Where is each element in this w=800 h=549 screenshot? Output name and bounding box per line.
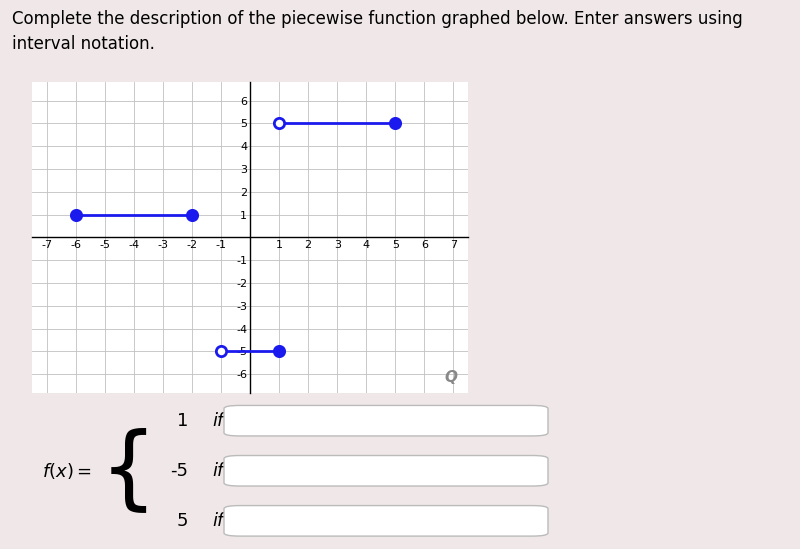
Text: Q: Q xyxy=(444,370,457,385)
Text: if: if xyxy=(212,462,223,480)
Point xyxy=(273,119,286,128)
Point xyxy=(389,119,402,128)
FancyBboxPatch shape xyxy=(224,456,548,486)
FancyBboxPatch shape xyxy=(224,506,548,536)
Text: $f(x) =$: $f(x) =$ xyxy=(42,461,92,481)
Text: -5: -5 xyxy=(170,462,188,480)
Text: if: if xyxy=(212,412,223,430)
Point xyxy=(69,210,82,219)
Point xyxy=(186,210,198,219)
Text: 5: 5 xyxy=(177,512,188,530)
Text: if: if xyxy=(212,512,223,530)
Text: 1: 1 xyxy=(177,412,188,430)
Point xyxy=(273,347,286,356)
Point xyxy=(214,347,227,356)
FancyBboxPatch shape xyxy=(224,406,548,436)
Text: {: { xyxy=(100,427,158,515)
Text: Complete the description of the piecewise function graphed below. Enter answers : Complete the description of the piecewis… xyxy=(12,9,742,53)
